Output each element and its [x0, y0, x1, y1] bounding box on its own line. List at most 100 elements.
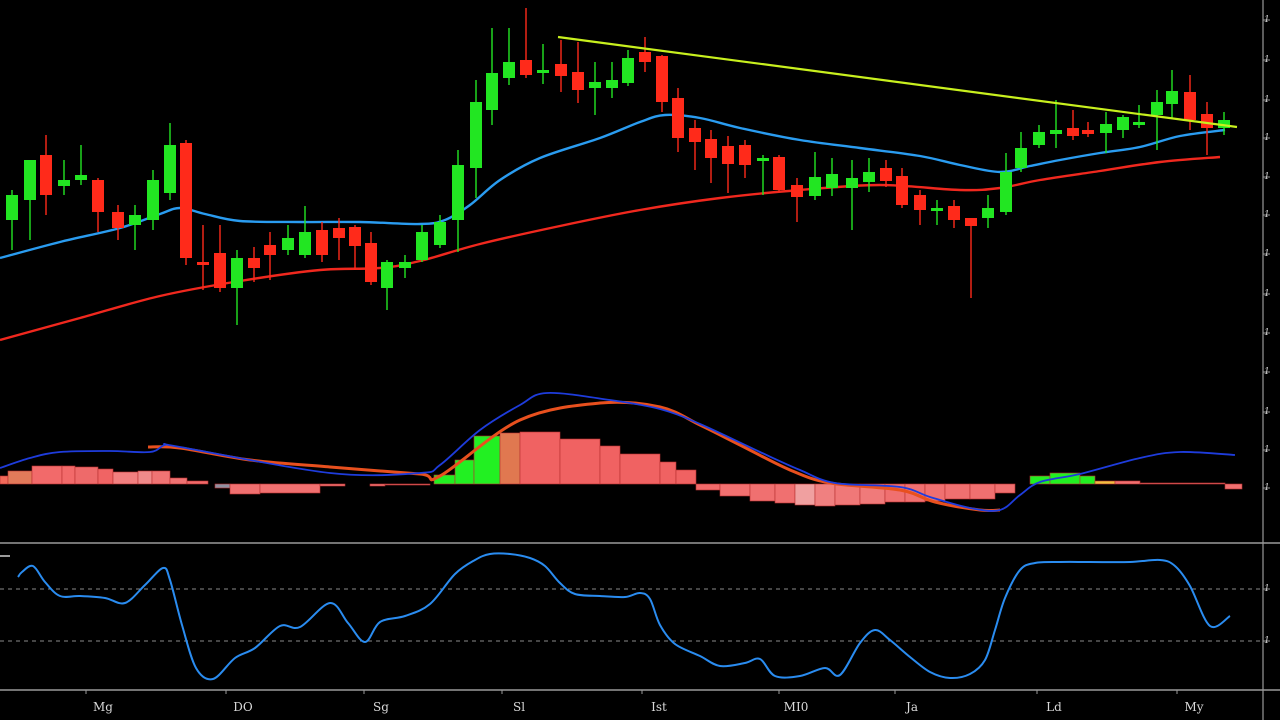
macd-lines	[0, 392, 1236, 513]
x-axis-label: Ist	[651, 700, 667, 714]
candle	[982, 195, 994, 228]
histogram-bar	[1079, 475, 1096, 485]
candle	[416, 225, 428, 262]
y-axis-label: 1	[1264, 445, 1270, 455]
candle	[40, 135, 52, 215]
y-axis-label: 1	[1264, 133, 1270, 143]
candle	[214, 225, 226, 292]
candle	[316, 222, 328, 262]
candle	[434, 215, 446, 248]
y-axis-label: 1	[1264, 636, 1270, 646]
candle	[470, 80, 482, 198]
candle	[147, 170, 159, 230]
y-axis-label: 1	[1264, 483, 1270, 493]
candle	[299, 206, 311, 258]
candle	[92, 178, 104, 232]
resistance-trendline[interactable]	[557, 35, 1238, 129]
histogram-bar	[659, 461, 677, 485]
histogram-bar	[229, 483, 261, 495]
macd-histogram	[0, 431, 1243, 507]
y-axis-label: 1	[1264, 328, 1270, 338]
candle	[846, 160, 858, 230]
candle	[948, 200, 960, 228]
candle	[622, 50, 634, 86]
y-axis-label: 1	[1264, 210, 1270, 220]
histogram-bar	[74, 466, 99, 485]
candle	[589, 62, 601, 115]
trendline	[557, 35, 1238, 129]
candle	[6, 190, 18, 250]
candle	[58, 160, 70, 195]
y-axis-label: 1	[1264, 172, 1270, 182]
histogram-bar	[749, 483, 776, 502]
candle	[791, 178, 803, 222]
candle	[197, 225, 209, 290]
histogram-bar	[1139, 482, 1226, 485]
candle	[705, 130, 717, 183]
histogram-bar	[137, 470, 153, 485]
candle	[773, 155, 785, 192]
histogram-bar	[186, 480, 209, 485]
candle	[333, 218, 345, 260]
ema-fast-line	[0, 113, 1226, 260]
candle	[75, 145, 87, 185]
candle	[880, 160, 892, 187]
candle	[863, 158, 875, 192]
histogram-bar	[259, 483, 321, 494]
candle	[1218, 112, 1230, 135]
histogram-bar	[619, 453, 661, 485]
oscillator-pane	[0, 552, 1262, 681]
histogram-bar	[384, 483, 431, 486]
candle	[1100, 112, 1112, 153]
histogram-bar	[151, 470, 171, 485]
candle	[572, 42, 584, 103]
y-axis-label: 1	[1264, 367, 1270, 377]
y-axis-label: 1	[1264, 249, 1270, 259]
candle	[656, 55, 668, 112]
price-candles	[6, 8, 1230, 325]
candle	[914, 190, 926, 225]
histogram-bar	[969, 483, 996, 500]
candle	[555, 40, 567, 92]
candle	[486, 28, 498, 125]
candle	[164, 123, 176, 200]
histogram-bar	[994, 483, 1016, 494]
candle	[452, 150, 464, 252]
histogram-bar	[519, 431, 561, 485]
candle	[826, 158, 838, 196]
y-axis-label: 1	[1264, 95, 1270, 105]
candle	[264, 232, 276, 280]
candle	[757, 155, 769, 195]
histogram-bar	[944, 483, 971, 500]
candle	[129, 205, 141, 250]
candle	[1050, 100, 1062, 148]
histogram-bar	[794, 483, 816, 506]
histogram-bar	[814, 483, 836, 507]
candle	[1133, 105, 1145, 128]
candle	[639, 37, 651, 72]
candle	[1082, 122, 1094, 137]
histogram-bar	[97, 468, 114, 485]
histogram-bar	[61, 465, 76, 485]
candle	[381, 260, 393, 310]
oscillator-line	[17, 552, 1231, 681]
candle	[231, 250, 243, 325]
candle	[537, 44, 549, 84]
histogram-bar	[559, 438, 601, 485]
histogram-bar	[369, 483, 386, 487]
histogram-bar	[599, 445, 621, 485]
histogram-bar	[214, 483, 231, 489]
x-axis-label: Sl	[512, 700, 526, 714]
candle	[722, 136, 734, 193]
candle	[896, 168, 908, 208]
candle	[931, 200, 943, 225]
candle	[739, 140, 751, 178]
x-axis-label: DO	[233, 700, 253, 714]
candle	[1151, 90, 1163, 150]
histogram-bar	[1094, 480, 1116, 485]
histogram-bar	[473, 435, 501, 485]
histogram-bar	[31, 465, 63, 485]
